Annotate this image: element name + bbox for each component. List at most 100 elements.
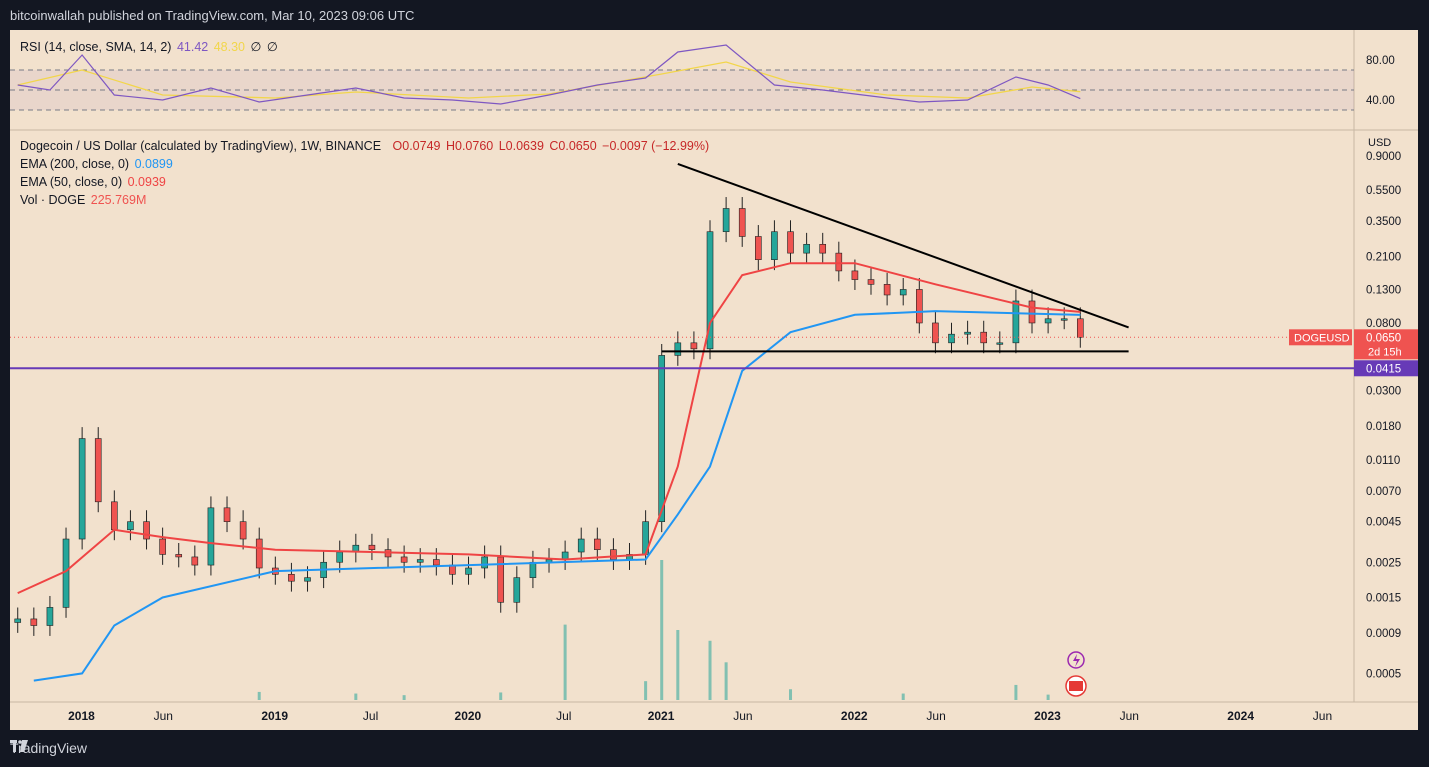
- lightning-icon[interactable]: [1067, 651, 1085, 669]
- time-tick-label: 2023: [1034, 709, 1061, 723]
- price-tick-label: 0.2100: [1366, 251, 1401, 263]
- symbol-tag: [1289, 329, 1352, 346]
- ema200-value: 0.0899: [134, 157, 173, 171]
- ema50-line: [17, 262, 1081, 595]
- candle: [964, 331, 971, 335]
- chart-canvas[interactable]: USD 0.9000 0.5500 0.3500 0.2100 0.1300 0.0800 0…: [10, 30, 1418, 730]
- candle: [207, 507, 215, 566]
- candle: [738, 208, 746, 237]
- candle: [336, 551, 344, 563]
- time-tick-label: 2018: [68, 709, 95, 723]
- time-tick-label: 2022: [841, 709, 868, 723]
- price-tag-text: 0.0650: [1366, 332, 1401, 344]
- price-tick-label: 0.0045: [1366, 517, 1401, 529]
- ema50-legend: EMA (50, close, 0) 0.0939: [20, 175, 168, 189]
- candle: [722, 208, 730, 233]
- candle: [867, 279, 875, 285]
- price-tick-label: 0.0070: [1366, 486, 1401, 498]
- rsi-settings-icon[interactable]: ∅: [266, 40, 278, 54]
- candle: [78, 438, 86, 540]
- ohlc-high: H0.0760: [445, 139, 494, 153]
- price-axis-currency: USD: [1368, 137, 1391, 149]
- candle: [433, 559, 440, 566]
- volume-bar: [660, 560, 664, 700]
- ema50-label: EMA (50, close, 0): [20, 175, 123, 189]
- volume-label: Vol · DOGE: [20, 193, 86, 207]
- candle: [1012, 300, 1020, 344]
- candle: [755, 236, 762, 261]
- price-tick-label: 0.3500: [1366, 216, 1401, 228]
- trendline[interactable]: [677, 163, 1129, 329]
- rsi-value: 41.42: [176, 40, 209, 54]
- candle: [239, 521, 247, 540]
- tradingview-brand[interactable]: TradingView: [10, 740, 87, 756]
- volume-bar: [499, 692, 503, 700]
- volume-bar: [708, 640, 712, 700]
- price-tick-label: 0.0800: [1366, 318, 1401, 330]
- candle: [304, 577, 311, 582]
- candle: [1060, 318, 1068, 321]
- candle: [513, 577, 521, 603]
- price-tick-label: 0.5500: [1366, 185, 1401, 197]
- candle: [191, 556, 199, 566]
- volume-bar: [1014, 684, 1018, 700]
- candle: [416, 559, 424, 563]
- time-tick-label: Jun: [154, 709, 173, 723]
- volume-bar: [789, 689, 793, 700]
- volume-bar: [644, 681, 648, 700]
- tradingview-logo-icon: [10, 740, 28, 752]
- price-tag: [1354, 329, 1418, 360]
- rsi-tick-label: 40.00: [1366, 95, 1395, 107]
- time-tick-label: 2019: [261, 709, 288, 723]
- candle: [175, 554, 183, 558]
- candle: [1028, 300, 1036, 324]
- price-tick-label: 0.0110: [1366, 455, 1400, 467]
- ema200-label: EMA (200, close, 0): [20, 157, 130, 171]
- candle: [835, 252, 843, 272]
- candle: [996, 342, 1004, 345]
- candle: [94, 438, 102, 503]
- price-tick-label: 0.0180: [1366, 421, 1401, 433]
- candle: [529, 561, 537, 578]
- time-tick-label: Jun: [926, 709, 945, 723]
- candle: [111, 501, 118, 531]
- time-tick-label: Jun: [733, 709, 752, 723]
- rsi-line: [17, 44, 1081, 105]
- candle: [368, 544, 376, 550]
- candle: [787, 231, 794, 254]
- candle: [916, 289, 923, 324]
- candle: [143, 521, 150, 540]
- candle: [30, 618, 38, 626]
- candle: [899, 289, 907, 296]
- candle: [577, 538, 585, 553]
- volume-bar: [257, 691, 261, 700]
- volume-bar: [901, 693, 905, 700]
- time-tick-label: Jun: [1120, 709, 1139, 723]
- chart-frame: USD 0.9000 0.5500 0.3500 0.2100 0.1300 0.0800 0…: [10, 30, 1418, 730]
- candle: [400, 556, 408, 563]
- volume-bar: [1046, 694, 1050, 700]
- price-tick-label: 0.0025: [1366, 557, 1401, 569]
- candle: [932, 322, 939, 344]
- candle: [658, 355, 666, 522]
- symbol-tag-text: DOGEUSD: [1294, 332, 1350, 344]
- candle: [674, 342, 682, 356]
- price-tick-label: 0.1300: [1366, 284, 1401, 296]
- candle: [1044, 318, 1052, 324]
- ohlc-low: L0.0639: [498, 139, 544, 153]
- lightning-glyph: [1073, 654, 1080, 667]
- rsi-hide-icon[interactable]: ∅: [250, 40, 262, 54]
- candle: [288, 573, 295, 582]
- candle: [255, 538, 263, 569]
- candle: [481, 556, 488, 569]
- time-tick-label: Jun: [1313, 709, 1332, 723]
- candle: [883, 284, 891, 296]
- candle: [610, 549, 617, 560]
- support-tag-text: 0.0415: [1366, 363, 1401, 375]
- rsi-label: RSI (14, close, SMA, 14, 2): [20, 40, 172, 54]
- ohlc-close: C0.0650: [549, 139, 597, 153]
- candle: [803, 243, 810, 254]
- rsi-tick-label: 80.00: [1366, 55, 1395, 67]
- volume-legend: Vol · DOGE 225.769M: [20, 193, 148, 207]
- price-tick-label: 0.9000: [1366, 151, 1401, 163]
